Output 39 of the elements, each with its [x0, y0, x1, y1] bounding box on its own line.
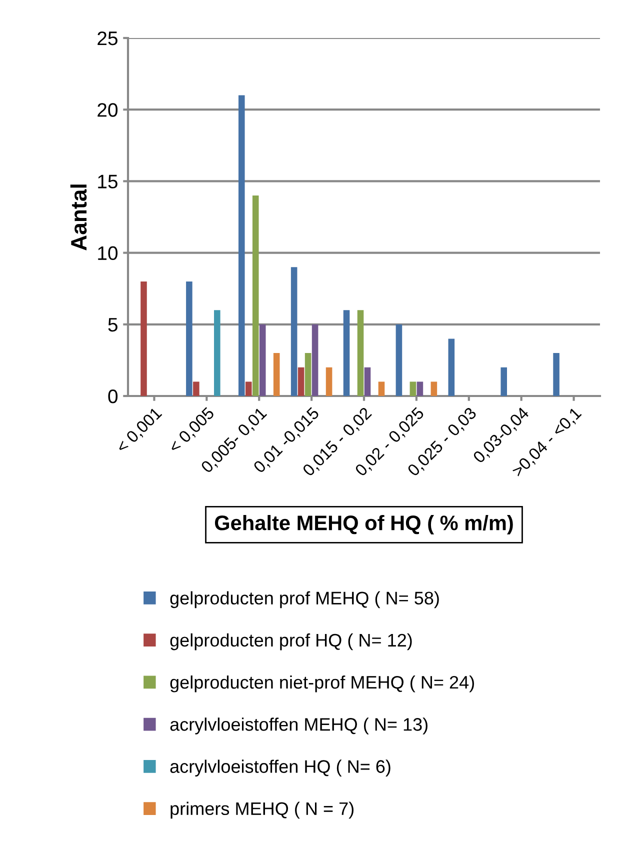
bar	[553, 353, 560, 396]
bar	[416, 382, 424, 396]
bar	[410, 382, 416, 396]
bar	[245, 382, 252, 396]
bar	[259, 324, 266, 396]
bar	[214, 310, 220, 396]
bar	[364, 367, 371, 396]
legend-label: gelproducten prof HQ ( N= 12)	[170, 633, 412, 650]
legend-label: acrylvloeistoffen HQ ( N= 6)	[170, 760, 390, 777]
bar	[193, 382, 200, 396]
y-tick-label: 15	[98, 174, 118, 188]
bar	[396, 324, 402, 396]
bar	[430, 382, 438, 396]
y-tick-label: 5	[108, 318, 118, 332]
y-tick-label: 25	[98, 31, 118, 46]
bar	[304, 353, 312, 396]
bar	[273, 353, 280, 396]
bar	[357, 310, 364, 396]
bar	[326, 367, 332, 396]
y-tick-label: 20	[98, 103, 118, 117]
bar	[500, 367, 507, 396]
legend-label: primers MEHQ ( N = 7)	[170, 802, 354, 819]
bar	[378, 382, 385, 396]
bar	[448, 338, 455, 396]
legend-label: acrylvloeistoffen MEHQ ( N= 13)	[170, 718, 428, 734]
bar	[238, 95, 245, 396]
bar	[343, 310, 350, 396]
x-axis-title: Gehalte MEHQ of HQ ( % m/m)	[214, 514, 513, 534]
legend-label: gelproducten prof MEHQ ( N= 58)	[170, 591, 439, 608]
bar	[140, 281, 147, 396]
bar	[290, 267, 298, 396]
y-axis-title: Aantal	[70, 184, 87, 250]
bar	[186, 281, 192, 396]
y-tick-label: 10	[98, 246, 118, 260]
bar	[312, 324, 318, 396]
y-tick-label: 0	[108, 389, 118, 404]
legend-label: gelproducten niet-prof MEHQ ( N= 24)	[170, 675, 474, 692]
bar	[252, 196, 259, 396]
bar	[298, 367, 304, 396]
